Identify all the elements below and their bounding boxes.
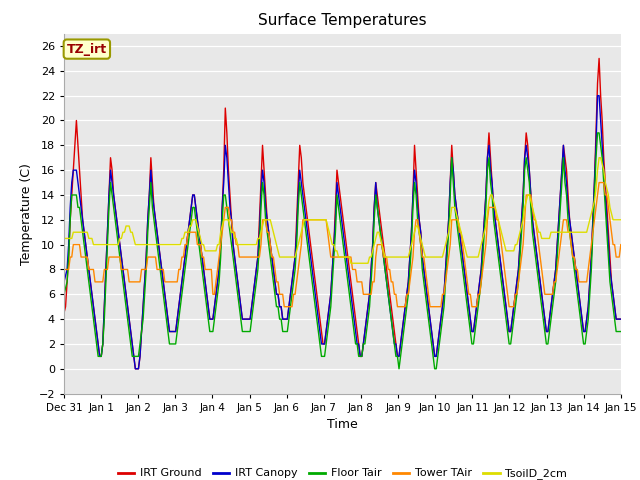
Tower TAir [595,180,603,185]
Floor Tair [244,329,252,335]
IRT Canopy [594,93,602,98]
Floor Tair [617,329,625,335]
IRT Ground [228,217,236,223]
Tower TAir [60,266,68,272]
IRT Ground [246,316,254,322]
Y-axis label: Temperature (C): Temperature (C) [20,163,33,264]
IRT Canopy [246,316,254,322]
IRT Ground [131,366,139,372]
IRT Ground [129,341,136,347]
Line: IRT Ground: IRT Ground [64,59,621,369]
IRT Ground [617,316,625,322]
TsoilD_2cm [588,211,595,216]
TsoilD_2cm [244,242,252,248]
IRT Ground [588,254,595,260]
TsoilD_2cm [617,217,625,223]
TsoilD_2cm [226,223,234,229]
TsoilD_2cm [60,236,68,241]
TsoilD_2cm [129,229,136,235]
IRT Canopy [131,366,139,372]
Tower TAir [588,242,595,248]
Floor Tair [594,130,602,136]
Floor Tair [588,266,595,272]
TsoilD_2cm [303,217,311,223]
Floor Tair [303,242,311,248]
Line: Tower TAir: Tower TAir [64,182,621,307]
Line: TsoilD_2cm: TsoilD_2cm [64,158,621,263]
TsoilD_2cm [595,155,603,161]
TsoilD_2cm [347,260,355,266]
IRT Canopy [617,316,625,322]
TsoilD_2cm [254,236,262,241]
Tower TAir [244,254,252,260]
Tower TAir [280,304,288,310]
Line: Floor Tair: Floor Tair [64,133,621,369]
Title: Surface Temperatures: Surface Temperatures [258,13,427,28]
Floor Tair [226,229,234,235]
IRT Ground [60,310,68,316]
Floor Tair [129,353,136,359]
Line: IRT Canopy: IRT Canopy [64,96,621,369]
Text: TZ_irt: TZ_irt [67,43,107,56]
IRT Canopy [305,242,313,248]
Tower TAir [305,217,313,223]
Tower TAir [617,242,625,248]
Tower TAir [254,254,262,260]
X-axis label: Time: Time [327,418,358,431]
Tower TAir [226,217,234,223]
IRT Ground [305,229,313,235]
Legend: IRT Ground, IRT Canopy, Floor Tair, Tower TAir, TsoilD_2cm: IRT Ground, IRT Canopy, Floor Tair, Towe… [113,464,572,480]
IRT Canopy [255,229,263,235]
Tower TAir [129,279,136,285]
IRT Canopy [129,341,136,347]
Floor Tair [60,291,68,297]
Floor Tair [254,266,262,272]
IRT Canopy [60,279,68,285]
IRT Canopy [228,217,236,223]
Floor Tair [395,366,403,372]
IRT Ground [255,217,263,223]
IRT Ground [595,56,603,61]
IRT Canopy [588,254,595,260]
